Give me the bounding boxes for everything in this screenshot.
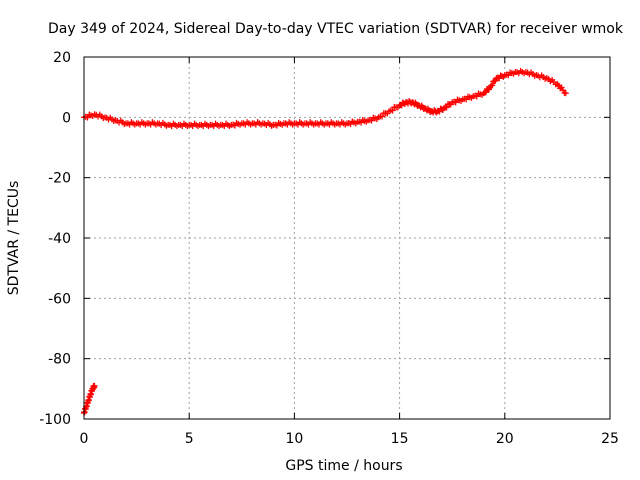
y-tick-label: -40 (48, 231, 71, 247)
x-axis-label: GPS time / hours (285, 458, 402, 474)
x-tick-label: 0 (80, 431, 89, 447)
x-tick-label: 15 (391, 431, 409, 447)
y-axis-label: SDTVAR / TECUs (6, 181, 22, 296)
y-tick-label: 20 (53, 50, 71, 66)
plot-frame (83, 56, 611, 420)
x-tick-label: 10 (285, 431, 303, 447)
x-tick-label: 25 (601, 431, 619, 447)
x-tick-label: 5 (185, 431, 194, 447)
y-tick-label: -20 (48, 171, 71, 187)
grid-lines (84, 57, 610, 419)
data-points (81, 67, 569, 416)
chart-title: Day 349 of 2024, Sidereal Day-to-day VTE… (48, 21, 624, 37)
y-tick-label: -60 (48, 291, 71, 307)
x-tick-labels: 0 5 10 15 20 25 (80, 431, 619, 447)
x-tick-label: 20 (496, 431, 514, 447)
y-tick-label: -100 (39, 412, 71, 428)
y-tick-labels: -100 -80 -60 -40 -20 0 20 (39, 50, 71, 428)
axis-ticks (83, 56, 611, 420)
y-tick-label: 0 (62, 110, 71, 126)
y-tick-label: -80 (48, 352, 71, 368)
